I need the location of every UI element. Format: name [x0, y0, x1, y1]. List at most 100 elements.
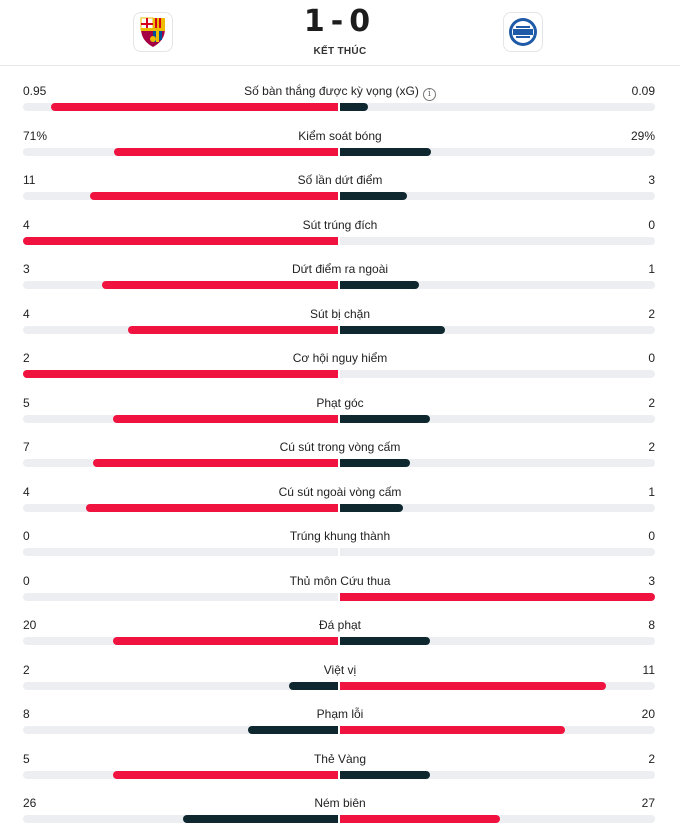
stat-label-text: Phạm lỗi	[316, 707, 364, 721]
stat-row: 2 Việt vị 11	[0, 663, 680, 707]
stat-row: 2 Cơ hội nguy hiểm 0	[0, 351, 680, 395]
away-stat-value: 2	[648, 440, 655, 454]
home-stat-bar-fill	[113, 414, 338, 423]
home-stat-bar	[23, 370, 338, 378]
away-stat-value: 8	[648, 618, 655, 632]
away-stat-bar-fill	[340, 637, 430, 645]
away-stat-bar	[340, 815, 655, 823]
home-stat-bar-fill	[23, 236, 338, 245]
home-stat-bar-fill	[102, 281, 338, 289]
stat-row: 0 Thủ môn Cứu thua 3	[0, 574, 680, 618]
home-stat-bar-fill	[183, 815, 338, 823]
stat-label: Việt vị	[0, 663, 680, 677]
alaves-crest-icon	[509, 18, 537, 46]
away-stat-bar-fill	[340, 592, 655, 601]
home-stat-bar-fill	[86, 503, 338, 512]
away-stat-value: 29%	[630, 128, 655, 143]
home-stat-bar	[23, 503, 338, 512]
away-stat-value: 0.09	[631, 84, 655, 98]
stat-row: 7 Cú sút trong vòng cấm 2	[0, 440, 680, 484]
away-stat-value: 20	[641, 707, 655, 721]
home-stat-value: 2	[23, 351, 30, 365]
away-stat-bar	[340, 281, 655, 289]
barcelona-crest-icon	[140, 17, 165, 47]
home-stat-bar-fill	[113, 770, 338, 779]
home-stat-bar	[23, 592, 338, 601]
away-stat-bar-fill	[340, 192, 407, 200]
away-stat-bar	[340, 192, 655, 200]
home-stat-bar-fill	[93, 459, 338, 467]
home-stat-value: 71%	[23, 128, 48, 143]
home-stat-value: 8	[23, 707, 30, 721]
stat-label: Kiểm soát bóng	[0, 129, 680, 143]
home-stat-value: 11	[23, 173, 36, 187]
stat-label: Cú sút trong vòng cấm	[0, 440, 680, 454]
home-stat-bar	[23, 281, 338, 289]
stat-label-text: Phạt góc	[316, 395, 364, 410]
stat-label-text: Dứt điểm ra ngoài	[291, 262, 389, 276]
stat-row: 26 Ném biên 27	[0, 796, 680, 834]
away-stat-value: 3	[648, 173, 655, 187]
stat-label-text: Sút trúng đích	[302, 217, 378, 232]
away-stat-value: 1	[648, 262, 655, 276]
away-stat-bar-fill	[340, 103, 368, 111]
match-score: 1-0	[303, 4, 377, 39]
away-stat-value: 11	[642, 662, 655, 677]
away-stat-value: 3	[648, 573, 655, 588]
away-stat-bar	[340, 770, 655, 779]
home-stat-bar-fill	[114, 147, 338, 156]
away-stat-bar-fill	[340, 503, 403, 512]
away-stat-value: 0	[648, 217, 655, 232]
home-stat-value: 4	[23, 217, 30, 232]
home-stat-value: 5	[23, 751, 30, 766]
home-stat-value: 7	[23, 440, 30, 454]
away-stat-value: 1	[648, 484, 655, 499]
home-stat-bar-fill	[289, 681, 338, 690]
stat-row: 4 Sút trúng đích 0	[0, 218, 680, 262]
home-stat-value: 20	[23, 618, 37, 632]
home-stat-bar-fill	[248, 726, 338, 734]
stat-label-text: Thẻ Vàng	[313, 751, 367, 766]
stat-label-text: Cú sút trong vòng cấm	[279, 440, 401, 454]
home-stat-value: 26	[23, 796, 37, 810]
home-team-logo[interactable]	[133, 12, 173, 52]
home-stat-value: 0.95	[23, 84, 47, 98]
stat-row: 4 Sút bị chặn 2	[0, 307, 680, 351]
away-stat-bar-fill	[340, 147, 431, 156]
home-stat-bar-fill	[113, 637, 338, 645]
away-stat-value: 2	[648, 395, 655, 410]
away-stat-bar	[340, 236, 655, 245]
home-stat-bar	[23, 147, 338, 156]
away-stat-value: 2	[648, 306, 655, 321]
away-stat-value: 0	[648, 529, 655, 543]
stat-row: 5 Thẻ Vàng 2	[0, 752, 680, 796]
stat-row: 8 Phạm lỗi 20	[0, 707, 680, 751]
info-icon[interactable]: i	[422, 88, 436, 101]
away-stat-bar	[340, 370, 655, 378]
stat-label-text: Ném biên	[314, 796, 366, 810]
away-stat-value: 2	[648, 751, 655, 766]
stat-row: 0.95 Số bàn thắng được kỳ vọng (xG) i 0.09	[0, 84, 680, 128]
home-stat-bar	[23, 325, 338, 334]
stat-label: Ném biên	[0, 796, 680, 810]
stat-label: Dứt điểm ra ngoài	[0, 262, 680, 276]
stat-row: 20 Đá phạt 8	[0, 618, 680, 662]
stat-label-text: Cú sút ngoài vòng cấm	[278, 484, 402, 499]
away-stat-bar	[340, 414, 655, 423]
stat-label-text: Trúng khung thành	[289, 529, 391, 543]
stat-row: 3 Dứt điểm ra ngoài 1	[0, 262, 680, 306]
home-stat-bar	[23, 459, 338, 467]
home-stat-value: 3	[23, 262, 30, 276]
stat-label: Thẻ Vàng	[0, 752, 680, 766]
home-stat-value: 0	[23, 529, 30, 543]
home-stat-bar	[23, 103, 338, 111]
stat-label: Sút bị chặn	[0, 307, 680, 321]
home-stat-value: 5	[23, 395, 30, 410]
home-stat-bar-fill	[128, 325, 338, 334]
stat-row: 0 Trúng khung thành 0	[0, 529, 680, 573]
stat-label-text: Cơ hội nguy hiểm	[292, 351, 388, 365]
stat-label: Cú sút ngoài vòng cấm	[0, 485, 680, 499]
home-stat-value: 4	[23, 306, 30, 321]
home-stat-bar-fill	[90, 192, 338, 200]
away-team-logo[interactable]	[503, 12, 543, 52]
